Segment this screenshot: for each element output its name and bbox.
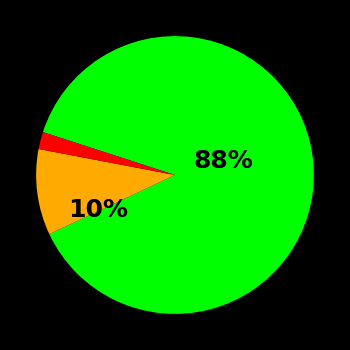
- Text: 88%: 88%: [194, 149, 253, 173]
- Wedge shape: [43, 36, 314, 314]
- Wedge shape: [38, 132, 175, 175]
- Text: 10%: 10%: [69, 198, 128, 222]
- Wedge shape: [36, 149, 175, 234]
